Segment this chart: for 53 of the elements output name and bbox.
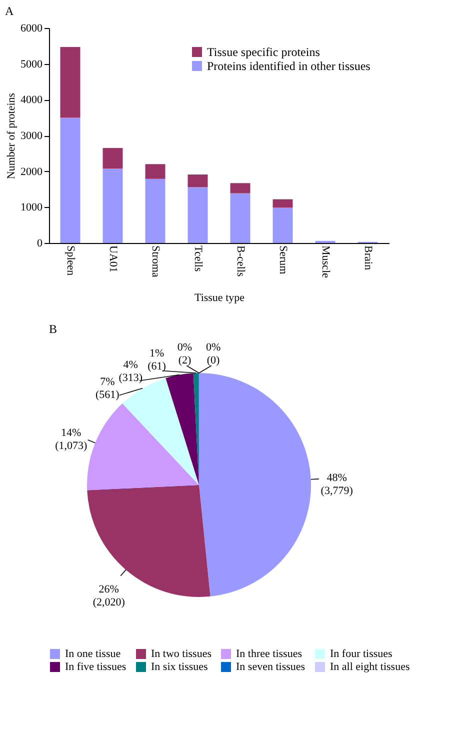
bar [272, 208, 293, 243]
x-tick-label: B-cells [234, 246, 246, 277]
legend-label: Proteins identified in other tissues [207, 59, 371, 73]
bar [60, 118, 80, 243]
pie-slice [87, 485, 210, 597]
x-axis-title: Tissue type [194, 292, 245, 304]
y-tick-label: 4000 [20, 94, 43, 106]
bar [188, 174, 208, 188]
text: 0% (0) [206, 342, 221, 367]
y-tick-label: 0 [37, 238, 43, 250]
pie-slice [87, 403, 199, 490]
x-tick-label: Brain [362, 246, 374, 270]
legend-label: In three tissues [236, 648, 302, 660]
data-label: 1% (61) [148, 348, 166, 373]
y-tick-label: 1000 [20, 202, 43, 214]
legend-label: In seven tissues [236, 661, 306, 673]
data-label: 14% (1,073) [55, 427, 88, 452]
legend-label: In two tissues [151, 648, 212, 660]
y-tick-label: 5000 [20, 58, 43, 70]
data-label: 7% (561) [96, 376, 120, 401]
legend-label: In four tissues [330, 648, 392, 660]
data-label: 26% (2,020) [92, 584, 126, 609]
data-label: 48% (3,779) [320, 472, 354, 498]
legend-label: In all eight tissues [330, 661, 410, 673]
chart-title: A [5, 4, 14, 18]
y-tick-label: 6000 [20, 22, 43, 34]
data-label: 0% (2) [177, 342, 192, 367]
x-tick-label: Stroma [149, 246, 162, 278]
legend-label: In one tissue [65, 648, 121, 660]
pie-slice [199, 373, 311, 596]
bar [102, 168, 123, 243]
bar [60, 46, 80, 118]
y-tick-label: 3000 [20, 130, 43, 142]
x-tick-label: Tcells [192, 246, 204, 272]
x-tick-label: Muscle [319, 246, 332, 278]
bar [102, 148, 123, 168]
y-axis-title: Number of proteins [6, 92, 18, 180]
pie-slice [166, 373, 199, 485]
chart-title: B [49, 322, 58, 336]
y-tick-label: 2000 [20, 166, 43, 178]
x-tick-label: Spleen [64, 246, 76, 276]
legend-label: In five tissues [65, 661, 126, 673]
bar [145, 178, 166, 243]
bar [145, 164, 166, 179]
legend-label: Tissue specific proteins [207, 45, 320, 59]
bar [272, 199, 293, 208]
data-label: 4% (313) [118, 359, 143, 384]
x-tick-label: Serum [276, 246, 289, 275]
legend-label: In six tissues [151, 661, 208, 673]
x-tick-label: UA01 [106, 246, 119, 272]
bar [230, 183, 250, 194]
bar [188, 187, 208, 243]
bar [230, 193, 250, 243]
